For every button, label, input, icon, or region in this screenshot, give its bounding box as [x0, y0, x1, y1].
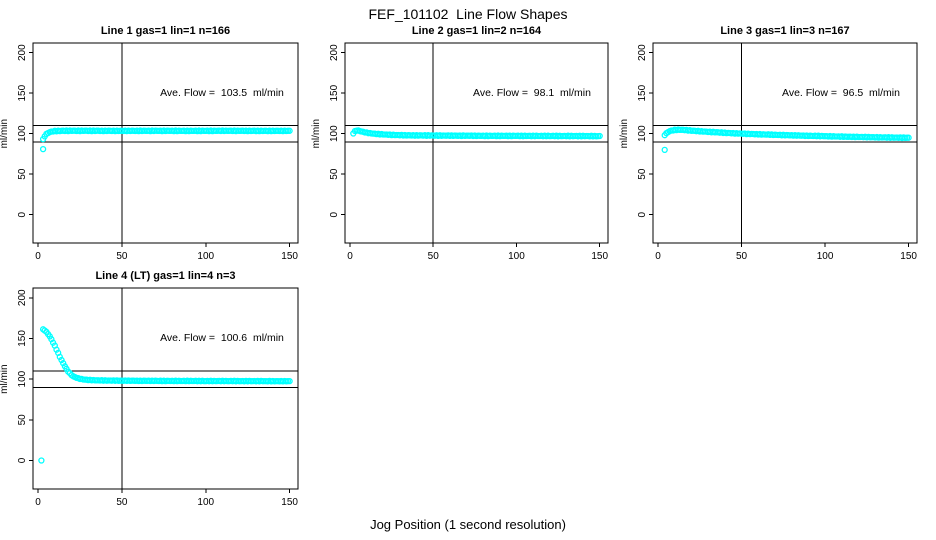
data-point — [286, 377, 293, 385]
y-tick-label: 100 — [637, 125, 648, 142]
x-tick-label: 100 — [817, 251, 834, 262]
y-tick-label: 100 — [17, 370, 28, 387]
y-tick-label: 0 — [637, 211, 648, 217]
x-tick-label: 50 — [736, 251, 748, 262]
y-axis-label: ml/min — [0, 364, 10, 393]
x-tick-label: 150 — [591, 251, 608, 262]
y-tick-label: 200 — [17, 289, 28, 306]
y-tick-label: 150 — [329, 84, 340, 101]
plot-frame — [652, 42, 918, 244]
y-tick-label: 50 — [637, 168, 648, 180]
y-tick-label: 0 — [17, 457, 28, 463]
y-tick-label: 100 — [329, 125, 340, 142]
plot2-title: Line 2 gas=1 lin=2 n=164 — [411, 25, 542, 37]
y-tick-label: 50 — [17, 414, 28, 426]
y-tick-label: 0 — [17, 211, 28, 217]
plot3-ave-flow-annotation: Ave. Flow = 96.5 ml/min — [782, 87, 900, 99]
plot4-title: Line 4 (LT) gas=1 lin=4 n=3 — [95, 270, 236, 282]
y-tick-label: 0 — [329, 211, 340, 217]
x-tick-label: 150 — [281, 251, 298, 262]
y-axis-label: ml/min — [619, 119, 630, 148]
y-tick-label: 150 — [17, 330, 28, 347]
data-point — [58, 356, 65, 364]
outlier-point — [39, 145, 47, 153]
y-tick-label: 100 — [17, 125, 28, 142]
x-tick-label: 50 — [428, 251, 440, 262]
plot-4: 0 50 100 150 0 50 100 150 200 ml/min — [0, 287, 299, 508]
x-tick-label: 0 — [35, 251, 41, 262]
plot1-title: Line 1 gas=1 lin=1 n=166 — [100, 25, 231, 37]
plot-1: 0 50 100 150 0 50 100 150 200 ml/min — [0, 42, 299, 262]
y-tick-label: 200 — [17, 44, 28, 61]
data-point — [65, 368, 72, 375]
y-tick-label: 150 — [17, 84, 28, 101]
x-tick-label: 50 — [116, 251, 128, 262]
plot-3: 0 50 100 150 0 50 100 150 200 ml/min — [619, 42, 918, 262]
y-tick-label: 150 — [637, 84, 648, 101]
data-points — [661, 126, 912, 154]
outlier-point — [661, 146, 668, 154]
data-point — [53, 346, 60, 353]
plot-2: 0 50 100 150 0 50 100 150 200 ml/min — [311, 42, 609, 262]
x-tick-label: 100 — [197, 497, 214, 508]
data-point — [56, 353, 63, 361]
y-axis-label: ml/min — [311, 119, 322, 148]
x-tick-label: 0 — [35, 497, 41, 508]
plot-frame — [32, 287, 299, 490]
y-tick-label: 50 — [17, 168, 28, 180]
plot4-ave-flow-annotation: Ave. Flow = 100.6 ml/min — [160, 332, 284, 344]
x-axis-label: Jog Position (1 second resolution) — [370, 517, 566, 532]
data-point — [905, 134, 912, 141]
data-point — [60, 360, 67, 367]
plot-frame — [344, 42, 609, 244]
data-points — [39, 127, 293, 153]
figure-title: FEF_101102 Line Flow Shapes — [368, 6, 568, 22]
y-tick-label: 200 — [637, 44, 648, 61]
plot3-title: Line 3 gas=1 lin=3 n=167 — [720, 25, 850, 37]
plot2-ave-flow-annotation: Ave. Flow = 98.1 ml/min — [473, 87, 591, 99]
y-axis-label: ml/min — [0, 119, 10, 148]
x-tick-label: 100 — [197, 251, 214, 262]
plot-frame — [32, 42, 299, 244]
x-tick-label: 150 — [281, 497, 298, 508]
x-tick-label: 50 — [116, 497, 128, 508]
x-tick-label: 0 — [347, 251, 353, 262]
data-points — [350, 127, 603, 140]
y-tick-label: 200 — [329, 44, 340, 61]
data-point — [596, 132, 603, 140]
x-tick-label: 150 — [900, 251, 917, 262]
outlier-point — [38, 457, 45, 464]
y-tick-label: 50 — [329, 168, 340, 180]
x-tick-label: 100 — [508, 251, 525, 262]
data-points — [38, 326, 293, 464]
x-tick-label: 0 — [655, 251, 661, 262]
plot1-ave-flow-annotation: Ave. Flow = 103.5 ml/min — [160, 87, 284, 99]
data-point — [286, 127, 293, 134]
